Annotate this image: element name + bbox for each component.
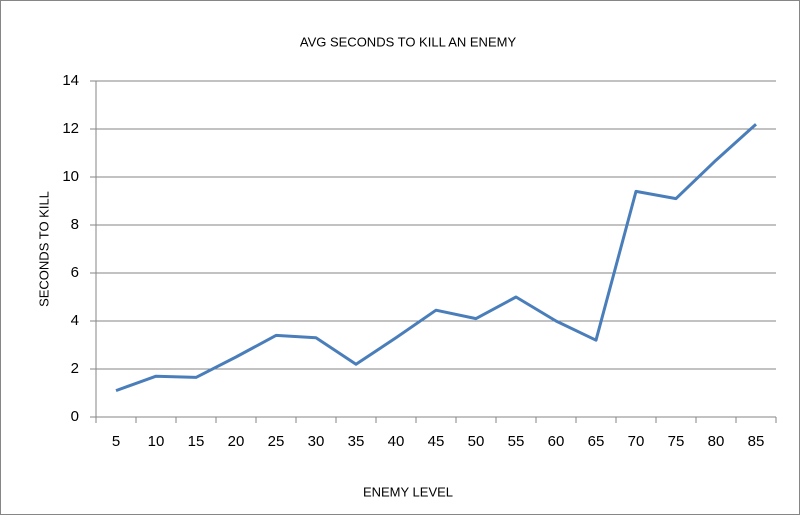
x-tick-label: 85 <box>748 433 765 450</box>
x-tick-label: 75 <box>668 433 685 450</box>
chart-title: AVG SECONDS TO KILL AN ENEMY <box>300 34 517 49</box>
y-tick-label: 12 <box>62 120 79 137</box>
y-tick-label: 0 <box>71 408 79 425</box>
x-tick-label: 80 <box>708 433 725 450</box>
x-tick-label: 40 <box>388 433 405 450</box>
y-tick-label: 10 <box>62 168 79 185</box>
y-tick-label: 6 <box>71 264 79 281</box>
y-tick-label: 8 <box>71 216 79 233</box>
x-tick-label: 70 <box>628 433 645 450</box>
x-tick-label: 25 <box>268 433 285 450</box>
y-tick-label: 4 <box>71 312 79 329</box>
x-tick-label: 10 <box>148 433 165 450</box>
data-line <box>115 123 758 393</box>
x-axis-label: ENEMY LEVEL <box>363 484 453 499</box>
y-axis-label: SECONDS TO KILL <box>36 191 51 307</box>
x-tick-label: 35 <box>348 433 365 450</box>
x-tick-label: 50 <box>468 433 485 450</box>
y-tick-label: 2 <box>71 360 79 377</box>
x-tick-label: 20 <box>228 433 245 450</box>
x-tick-label: 65 <box>588 433 605 450</box>
x-tick-label: 45 <box>428 433 445 450</box>
x-tick-label: 60 <box>548 433 565 450</box>
x-tick-label: 30 <box>308 433 325 450</box>
y-tick-label: 14 <box>62 72 79 89</box>
x-tick-label: 55 <box>508 433 525 450</box>
x-tick-label: 5 <box>112 433 120 450</box>
x-tick-label: 15 <box>188 433 205 450</box>
